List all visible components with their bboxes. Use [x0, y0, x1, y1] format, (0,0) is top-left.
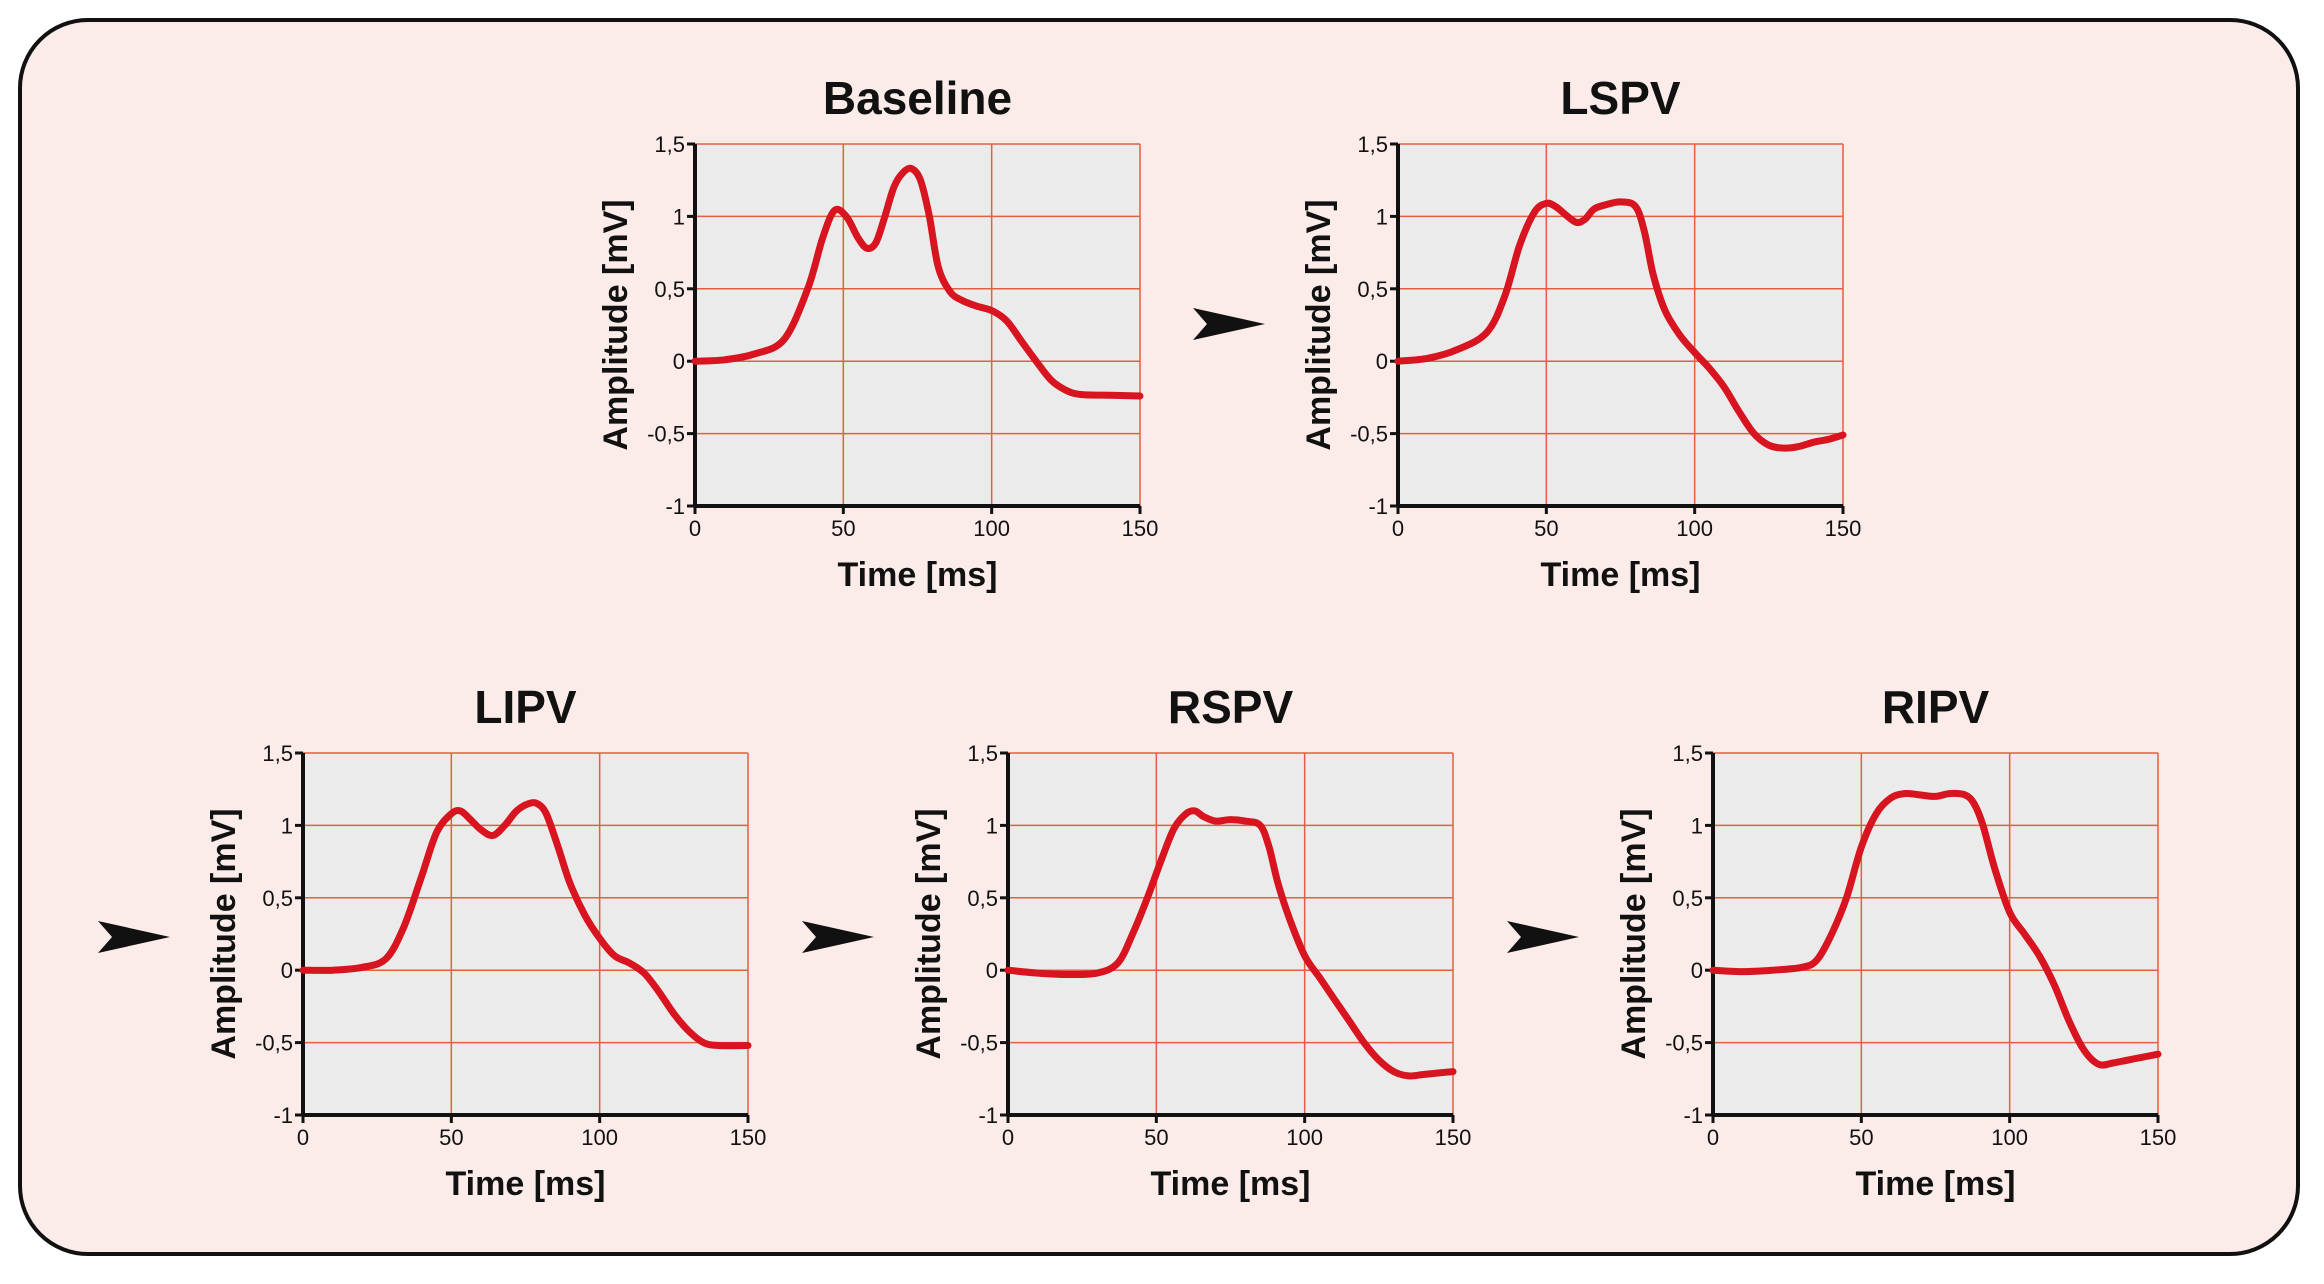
y-tick-label: 0	[673, 349, 685, 374]
y-axis-label: Amplitude [mV]	[1615, 808, 1653, 1059]
chart-lipv: 0 50 100 150 -1 -0,5 0 0,5 1 1,5 LIPV Time [ms] Ampl…	[205, 681, 766, 1203]
plot-area	[695, 144, 1140, 506]
y-axis-label: Amplitude [mV]	[910, 808, 948, 1059]
signal-trace	[691, 164, 1144, 400]
plot-area	[303, 753, 748, 1115]
x-tick-label: 100	[1286, 1125, 1323, 1150]
y-tick-label: 0	[1376, 349, 1388, 374]
y-tick-label: 0	[1691, 958, 1703, 983]
plot-area	[1398, 144, 1843, 506]
y-tick-label: 0,5	[1672, 886, 1703, 911]
y-axis-label: Amplitude [mV]	[597, 199, 635, 450]
x-tick-label: 0	[297, 1125, 309, 1150]
y-tick-label: -1	[273, 1103, 293, 1128]
y-tick-label: -1	[1368, 494, 1388, 519]
chart-title: LSPV	[1560, 72, 1680, 124]
y-axis-label: Amplitude [mV]	[1300, 199, 1338, 450]
plot-area	[1008, 753, 1453, 1115]
y-tick-label: -1	[1683, 1103, 1703, 1128]
x-tick-label: 50	[831, 516, 855, 541]
y-tick-label: -0,5	[647, 422, 685, 447]
y-tick-label: 1,5	[262, 741, 293, 766]
y-tick-label: -0,5	[255, 1031, 293, 1056]
right-arrow-icon	[1507, 921, 1579, 953]
chart-title: RIPV	[1882, 681, 1990, 733]
right-arrow-icon	[802, 921, 874, 953]
x-tick-label: 50	[1534, 516, 1558, 541]
chart-title: RSPV	[1168, 681, 1294, 733]
x-axis-label: Time [ms]	[1856, 1165, 2016, 1203]
y-tick-label: 0	[281, 958, 293, 983]
x-tick-label: 0	[689, 516, 701, 541]
chart-baseline: 0 50 100 150 -1 -0,5 0 0,5 1 1,5 Baseline Time [ms]…	[597, 72, 1158, 594]
right-arrow-icon	[98, 921, 170, 953]
chart-lspv: 0 50 100 150 -1 -0,5 0 0,5 1 1,5 LSPV Time [ms] Ampl…	[1300, 72, 1861, 594]
right-arrow-icon	[1193, 308, 1265, 340]
y-tick-label: -0,5	[1350, 422, 1388, 447]
x-tick-label: 50	[439, 1125, 463, 1150]
x-tick-label: 100	[1991, 1125, 2028, 1150]
chart-ripv: 0 50 100 150 -1 -0,5 0 0,5 1 1,5 RIPV Time [ms] Ampl…	[1615, 681, 2176, 1203]
x-tick-label: 50	[1849, 1125, 1873, 1150]
y-axis-label: Amplitude [mV]	[205, 808, 243, 1059]
y-tick-label: 1	[673, 204, 685, 229]
chart-title: Baseline	[823, 72, 1012, 124]
y-tick-label: 0	[986, 958, 998, 983]
y-tick-label: -0,5	[960, 1031, 998, 1056]
signal-trace	[299, 799, 752, 1050]
x-tick-label: 100	[973, 516, 1010, 541]
y-tick-label: 0,5	[1357, 277, 1388, 302]
y-tick-label: 0,5	[967, 886, 998, 911]
y-tick-label: 1	[1691, 813, 1703, 838]
x-tick-label: 50	[1144, 1125, 1168, 1150]
y-tick-label: 1	[1376, 204, 1388, 229]
x-axis-label: Time [ms]	[1541, 556, 1701, 594]
y-tick-label: 1,5	[1357, 132, 1388, 157]
x-tick-label: 0	[1392, 516, 1404, 541]
x-tick-label: 150	[1825, 516, 1862, 541]
x-tick-label: 100	[581, 1125, 618, 1150]
signal-trace	[1004, 807, 1457, 1080]
y-tick-label: 1,5	[654, 132, 685, 157]
chart-rspv: 0 50 100 150 -1 -0,5 0 0,5 1 1,5 RSPV Time [ms] Ampl…	[910, 681, 1471, 1203]
x-tick-label: 0	[1707, 1125, 1719, 1150]
x-tick-label: 100	[1676, 516, 1713, 541]
x-tick-label: 150	[1122, 516, 1159, 541]
x-tick-label: 150	[730, 1125, 767, 1150]
y-tick-label: 1	[986, 813, 998, 838]
y-tick-label: -1	[665, 494, 685, 519]
y-tick-label: 1	[281, 813, 293, 838]
y-tick-label: 1,5	[1672, 741, 1703, 766]
x-axis-label: Time [ms]	[446, 1165, 606, 1203]
x-tick-label: 150	[2140, 1125, 2177, 1150]
x-tick-label: 0	[1002, 1125, 1014, 1150]
y-tick-label: -0,5	[1665, 1031, 1703, 1056]
y-tick-label: -1	[978, 1103, 998, 1128]
x-axis-label: Time [ms]	[838, 556, 998, 594]
signal-trace	[1394, 198, 1847, 452]
x-axis-label: Time [ms]	[1151, 1165, 1311, 1203]
y-tick-label: 1,5	[967, 741, 998, 766]
chart-title: LIPV	[474, 681, 577, 733]
signal-trace	[1709, 789, 2162, 1069]
y-tick-label: 0,5	[654, 277, 685, 302]
y-tick-label: 0,5	[262, 886, 293, 911]
x-tick-label: 150	[1435, 1125, 1472, 1150]
